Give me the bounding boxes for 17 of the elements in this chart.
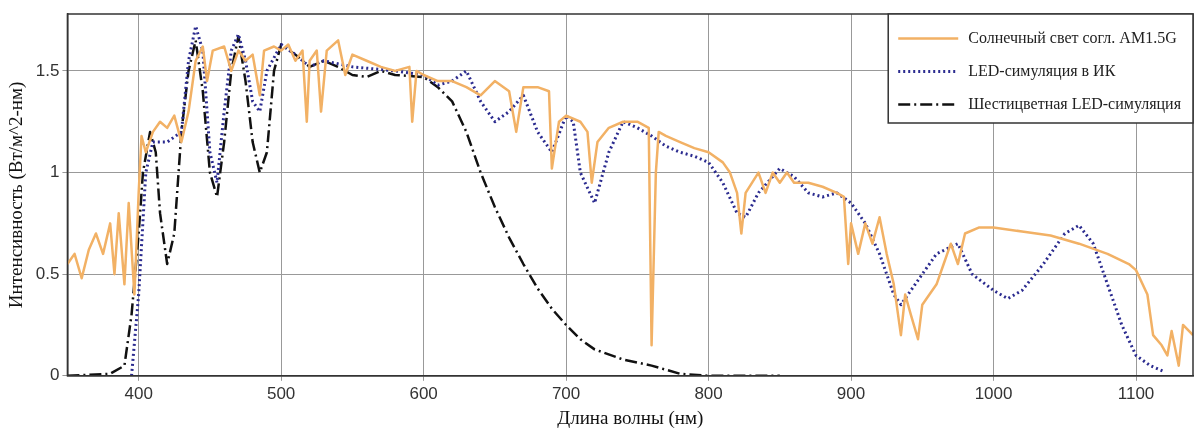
x-tick-label: 500 bbox=[266, 383, 296, 403]
x-tick-label: 1100 bbox=[1117, 383, 1155, 403]
x-tick-label: 700 bbox=[551, 383, 581, 403]
x-tick-label: 1000 bbox=[974, 383, 1013, 403]
x-tick-label: 600 bbox=[409, 383, 438, 403]
x-tick-label: 400 bbox=[124, 383, 153, 403]
x-tick-label: 900 bbox=[836, 383, 866, 403]
x-axis-title: Длина волны (нм) bbox=[557, 406, 704, 429]
legend-label: Шестицветная LED-симуляция bbox=[968, 94, 1182, 113]
y-tick-label: 0.5 bbox=[35, 263, 60, 283]
x-tick-label: 800 bbox=[694, 383, 723, 403]
legend-label: Солнечный свет согл. AM1.5G bbox=[968, 28, 1178, 46]
y-tick-label: 1 bbox=[49, 162, 60, 182]
y-tick-label: 0 bbox=[49, 365, 60, 385]
y-axis-title: Интенсивность (Вт/м^2-нм) bbox=[5, 81, 28, 309]
y-tick-label: 1.5 bbox=[35, 60, 60, 80]
legend-label: LED-симуляция в ИК bbox=[968, 61, 1116, 80]
